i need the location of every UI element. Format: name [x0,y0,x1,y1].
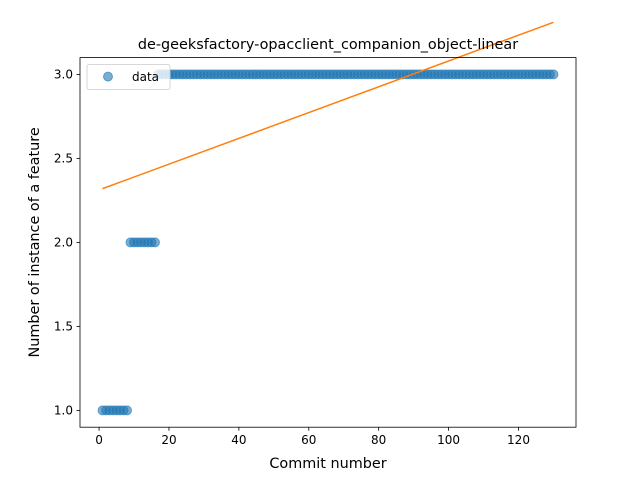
plot-area [97,21,559,416]
chart-title: de-geeksfactory-opacclient_companion_obj… [138,37,518,53]
data-point [122,405,133,416]
y-tick-label: 2.5 [54,152,73,166]
y-tick-label: 3.0 [54,68,73,82]
legend-box [86,64,171,90]
x-axis-label: Commit number [269,456,386,472]
axis-ticks: 0 20 40 60 80 100 120 1.0 1.5 2.0 2.5 3.0 [54,68,530,448]
y-tick-label: 1.0 [54,404,73,418]
legend-label-data: data [132,70,159,84]
fit-line [102,21,554,190]
y-tick-label: 2.0 [54,236,73,250]
x-tick-label: 0 [95,433,103,447]
axes-frame [79,57,577,428]
x-tick-label: 120 [507,433,530,447]
x-tick-label: 80 [371,433,386,447]
x-tick-label: 100 [437,433,460,447]
y-axis-label: Number of instance of a feature [27,127,43,357]
x-tick-label: 60 [301,433,316,447]
y-tick-label: 1.5 [54,320,73,334]
x-tick-label: 20 [161,433,176,447]
legend-marker-data [103,71,113,82]
legend: data [86,64,171,90]
data-point [548,69,559,80]
data-point [149,237,160,248]
x-tick-label: 40 [231,433,246,447]
